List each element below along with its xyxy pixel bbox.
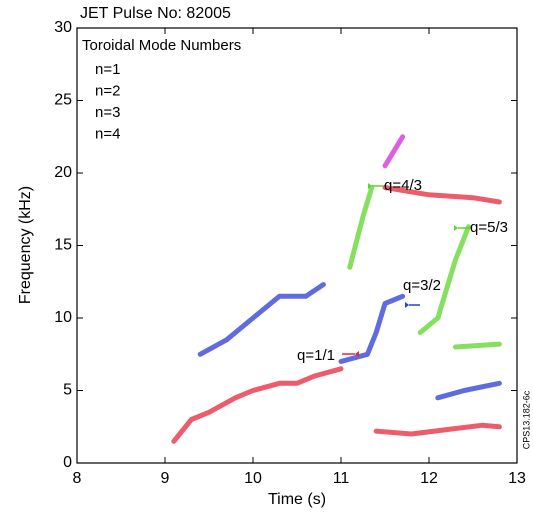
x-tick-label: 9 — [161, 470, 170, 487]
y-tick-label: 20 — [54, 164, 72, 181]
legend-title: Toroidal Mode Numbers — [82, 37, 241, 54]
annotation-arrowhead — [355, 351, 359, 357]
x-tick-label: 10 — [244, 470, 262, 487]
mode-trace — [373, 422, 502, 437]
annotation: q=1/1 — [297, 347, 335, 364]
legend-entry: n=3 — [95, 104, 120, 121]
mode-trace — [197, 282, 326, 357]
legend-entry: n=1 — [95, 61, 120, 78]
mode-trace — [435, 380, 502, 401]
chart-title: JET Pulse No: 82005 — [80, 5, 231, 22]
legend-entry: n=4 — [95, 125, 120, 142]
y-tick-label: 0 — [63, 454, 72, 471]
x-axis-label: Time (s) — [268, 491, 326, 508]
mode-trace — [382, 134, 406, 169]
x-tick-label: 12 — [420, 470, 438, 487]
y-tick-label: 10 — [54, 309, 72, 326]
legend-entry: n=2 — [95, 82, 120, 99]
annotation: q=4/3 — [384, 177, 422, 194]
mode-trace — [171, 366, 344, 444]
mode-trace — [338, 293, 406, 364]
y-tick-label: 30 — [54, 19, 72, 36]
mode-trace — [382, 185, 502, 205]
y-tick-label: 5 — [63, 382, 72, 399]
annotation-arrowhead — [454, 225, 458, 231]
y-tick-label: 25 — [54, 92, 72, 109]
side-note: CPS13.182-6c — [521, 390, 531, 449]
y-tick-label: 15 — [54, 237, 72, 254]
mode-trace — [452, 341, 502, 350]
plot-frame — [76, 27, 518, 464]
x-tick-label: 8 — [73, 470, 82, 487]
y-axis-label: Frequency (kHz) — [17, 186, 34, 304]
mode-trace — [417, 224, 472, 335]
x-tick-label: 13 — [508, 470, 526, 487]
annotation: q=3/2 — [403, 277, 441, 294]
mode-trace — [347, 185, 375, 270]
annotation-arrowhead — [405, 302, 409, 308]
annotation-arrowhead — [368, 183, 372, 189]
annotation: q=5/3 — [470, 219, 508, 236]
x-tick-label: 11 — [333, 470, 350, 487]
